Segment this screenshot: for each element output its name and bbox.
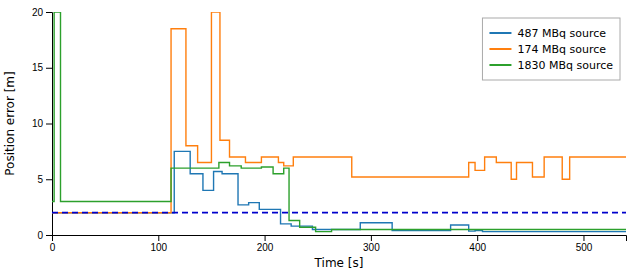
tick: 0 bbox=[50, 235, 56, 253]
tick-mark bbox=[46, 68, 52, 69]
tick-label: 300 bbox=[363, 242, 380, 253]
legend-swatch bbox=[489, 48, 511, 50]
x-axis-title: Time [s] bbox=[314, 256, 364, 270]
tick-mark bbox=[265, 235, 266, 241]
reference-line bbox=[52, 212, 626, 214]
legend-swatch bbox=[489, 32, 511, 34]
tick: 100 bbox=[150, 235, 167, 253]
tick-label: 15 bbox=[32, 62, 44, 73]
tick: 200 bbox=[257, 235, 274, 253]
tick-label: 0 bbox=[37, 230, 43, 241]
series-line bbox=[52, 151, 626, 231]
tick: 300 bbox=[363, 235, 380, 253]
legend-box bbox=[482, 18, 620, 80]
legend-label: 174 MBq source bbox=[517, 43, 606, 56]
y-axis-title: Position error [m] bbox=[3, 71, 17, 175]
legend-label: 487 MBq source bbox=[517, 27, 606, 40]
tick: 15 bbox=[32, 62, 52, 73]
tick-label: 0 bbox=[50, 242, 56, 253]
tick-label: 400 bbox=[469, 242, 486, 253]
y-axis: 0 5 10 15 20 bbox=[32, 7, 53, 241]
tick-mark bbox=[46, 179, 52, 180]
tick: 5 bbox=[37, 174, 52, 185]
tick-label: 10 bbox=[32, 118, 44, 129]
tick: 500 bbox=[576, 235, 593, 253]
tick-mark bbox=[46, 124, 52, 125]
tick: 20 bbox=[32, 7, 52, 18]
tick-label: 5 bbox=[37, 174, 43, 185]
tick: 400 bbox=[469, 235, 486, 253]
legend-label: 1830 MBq source bbox=[517, 59, 613, 72]
series-line bbox=[52, 12, 626, 213]
x-axis: 0 100 200 300 400 500 bbox=[50, 235, 627, 253]
axis-line bbox=[46, 13, 53, 236]
axis-line bbox=[53, 236, 627, 242]
legend: 487 MBq source 174 MBq source 1830 MBq sou… bbox=[482, 18, 620, 80]
legend-swatch bbox=[489, 64, 511, 66]
tick-label: 500 bbox=[576, 242, 593, 253]
tick-mark bbox=[371, 235, 372, 241]
tick-label: 20 bbox=[32, 7, 44, 18]
chart: 0 100 200 300 400 500 0 5 10 15 20 Time [s] Position… bbox=[0, 0, 640, 273]
tick-mark bbox=[158, 235, 159, 241]
tick: 10 bbox=[32, 118, 52, 129]
tick-mark bbox=[46, 12, 52, 13]
tick-mark bbox=[477, 235, 478, 241]
tick-mark bbox=[46, 235, 52, 236]
plot-area bbox=[52, 12, 626, 232]
tick-mark bbox=[583, 235, 584, 241]
series-line bbox=[52, 12, 626, 232]
tick: 0 bbox=[37, 230, 52, 241]
tick-label: 100 bbox=[150, 242, 167, 253]
tick-label: 200 bbox=[257, 242, 274, 253]
